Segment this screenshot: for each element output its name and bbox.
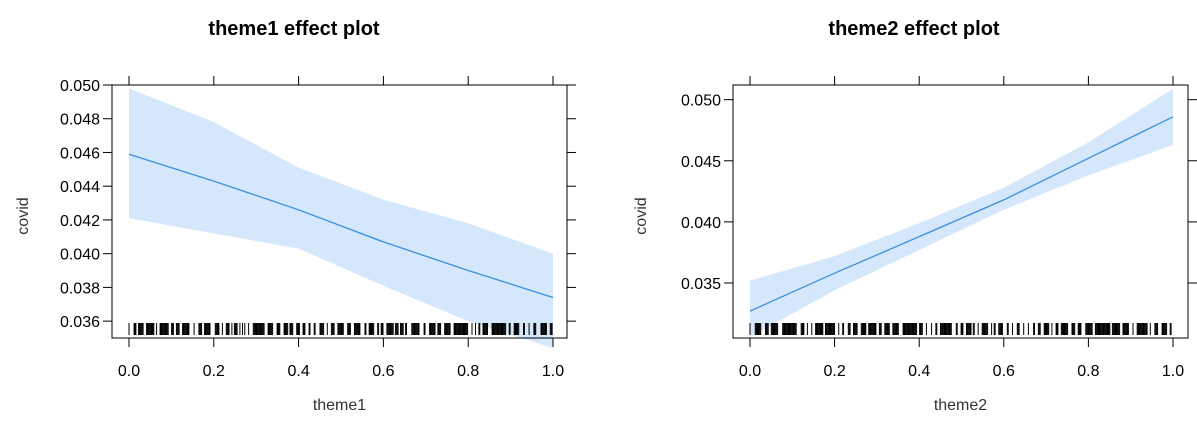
- rug-marks: [128, 323, 553, 335]
- y-tick-label: 0.050: [681, 93, 721, 110]
- x-tick-label: 0.2: [203, 363, 225, 380]
- x-tick-label: 0.4: [908, 363, 930, 380]
- x-tick-label: 0.8: [1077, 363, 1099, 380]
- fit-line: [128, 153, 554, 299]
- y-tick-label: 0.040: [681, 215, 721, 232]
- confidence-band: [129, 88, 553, 349]
- y-tick-label: 0.044: [60, 179, 100, 196]
- y-tick-label: 0.040: [60, 247, 100, 264]
- x-axis-label: theme1: [313, 397, 366, 414]
- panel-1: theme1 effect plot 0.0 0.2 0.4 0.6 0.8 1.0 0.03…: [15, 18, 576, 414]
- y-axis-label: covid: [15, 197, 32, 234]
- confidence-band: [750, 88, 1173, 337]
- y-tick-label: 0.045: [681, 154, 721, 171]
- plot-frame: [111, 84, 568, 339]
- y-tick-label: 0.038: [60, 280, 100, 297]
- x-tick-label: 1.0: [542, 363, 564, 380]
- plot-frame: [732, 84, 1189, 339]
- x-tick-label: 0.6: [372, 363, 394, 380]
- x-tick-label: 1.0: [1162, 363, 1184, 380]
- x-tick-label: 0.2: [823, 363, 845, 380]
- y-tick-label: 0.036: [60, 314, 100, 331]
- fit-line: [749, 116, 1174, 312]
- x-tick-label: 0.8: [457, 363, 479, 380]
- panel-2: theme2 effect plot 0.0 0.2 0.4 0.6 0.8 1.0 0.03…: [633, 18, 1197, 414]
- y-axis-label: covid: [633, 197, 650, 234]
- x-tick-label: 0.0: [739, 363, 761, 380]
- y-tick-label: 0.046: [60, 145, 100, 162]
- chart-title: theme2 effect plot: [828, 18, 999, 40]
- x-tick-label: 0.6: [993, 363, 1015, 380]
- y-tick-label: 0.050: [60, 78, 100, 95]
- x-tick-label: 0.0: [118, 363, 140, 380]
- y-tick-label: 0.035: [681, 276, 721, 293]
- chart-title: theme1 effect plot: [208, 18, 379, 40]
- y-tick-label: 0.048: [60, 112, 100, 129]
- x-axis-label: theme2: [934, 397, 987, 414]
- y-tick-label: 0.042: [60, 213, 100, 230]
- rug-marks: [749, 323, 1172, 335]
- x-tick-label: 0.4: [287, 363, 309, 380]
